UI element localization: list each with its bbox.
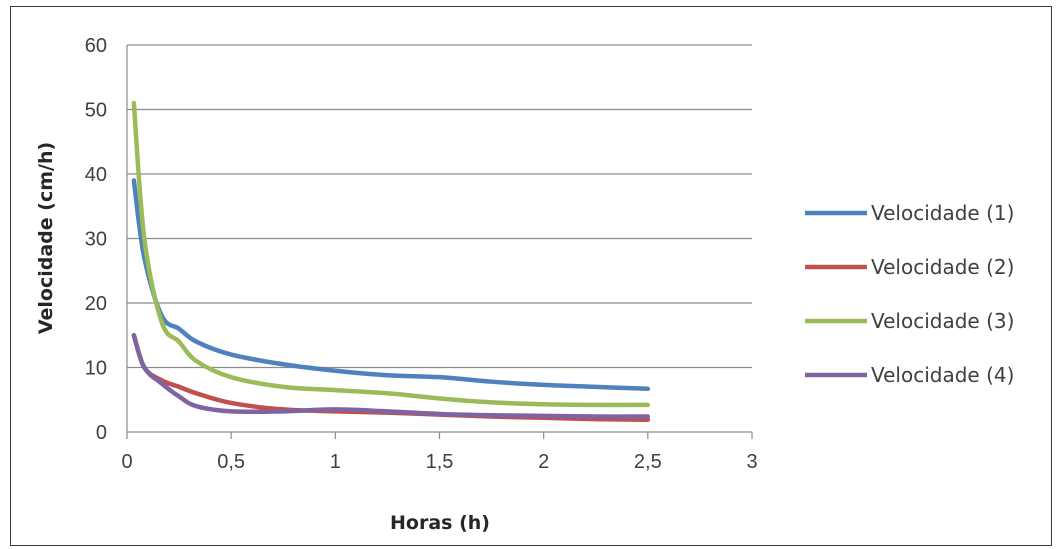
y-tick-labels: 0 10 20 30 40 50 60 xyxy=(85,35,107,444)
axes xyxy=(126,45,753,439)
series-line-1 xyxy=(131,178,651,392)
series-lines xyxy=(131,100,651,422)
x-tick-label: 2,5 xyxy=(634,451,662,473)
chart-frame xyxy=(10,6,1052,546)
legend: Velocidade (1) Velocidade (2) Velocidade (… xyxy=(805,201,1014,387)
x-tick-label: 0,5 xyxy=(217,451,245,473)
series-line-3 xyxy=(131,100,651,408)
y-tick-label: 0 xyxy=(96,422,107,444)
legend-item-4: Velocidade (4) xyxy=(805,363,1014,387)
x-tick-label: 3 xyxy=(746,451,757,473)
x-tick-label: 1 xyxy=(330,451,341,473)
y-tick-label: 10 xyxy=(85,358,107,380)
legend-item-1: Velocidade (1) xyxy=(805,201,1014,225)
legend-label: Velocidade (1) xyxy=(871,201,1014,225)
legend-item-3: Velocidade (3) xyxy=(805,309,1014,333)
series-line-4 xyxy=(131,333,651,419)
x-tick-label: 2 xyxy=(538,451,549,473)
x-tick-label: 0 xyxy=(121,451,132,473)
legend-label: Velocidade (2) xyxy=(871,255,1014,279)
legend-label: Velocidade (3) xyxy=(871,309,1014,333)
y-tick-label: 20 xyxy=(85,293,107,315)
x-axis-title: Horas (h) xyxy=(390,512,490,534)
gridlines xyxy=(127,44,752,369)
y-tick-label: 60 xyxy=(85,35,107,57)
y-tick-label: 40 xyxy=(85,164,107,186)
legend-item-2: Velocidade (2) xyxy=(805,255,1014,279)
x-tick-labels: 0 0,5 1 1,5 2 2,5 3 xyxy=(121,451,757,473)
x-tick-label: 1,5 xyxy=(426,451,454,473)
y-tick-label: 50 xyxy=(85,100,107,122)
legend-label: Velocidade (4) xyxy=(871,363,1014,387)
y-tick-label: 30 xyxy=(85,229,107,251)
y-axis-title: Velocidade (cm/h) xyxy=(35,142,57,334)
